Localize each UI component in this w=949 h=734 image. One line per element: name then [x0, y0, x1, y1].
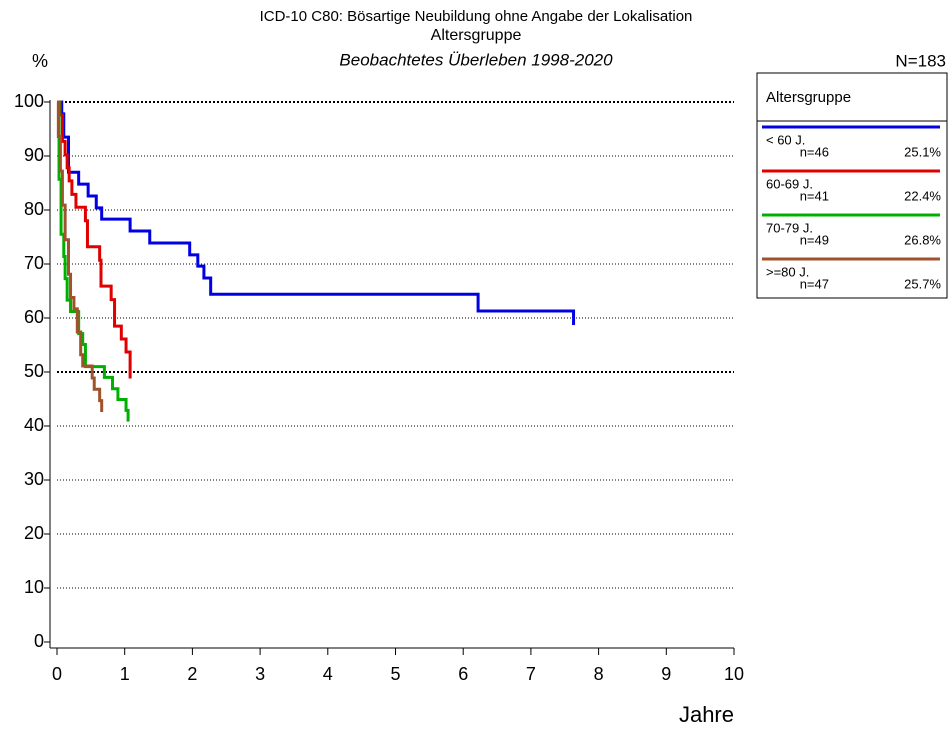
- survival-curve: [57, 100, 576, 326]
- x-tick-label: 4: [323, 664, 333, 684]
- legend-share: 26.8%: [904, 232, 941, 247]
- y-axis-label: %: [32, 51, 48, 71]
- x-tick-label: 1: [120, 664, 130, 684]
- legend-label: < 60 J.: [766, 132, 805, 147]
- survival-curve: [57, 100, 132, 379]
- y-tick-label: 0: [34, 631, 44, 651]
- x-tick-label: 5: [390, 664, 400, 684]
- legend-share: 25.1%: [904, 144, 941, 159]
- legend-count: n=49: [800, 232, 829, 247]
- chart-subtitle: Beobachtetes Überleben 1998-2020: [339, 50, 613, 69]
- y-tick-label: 100: [14, 91, 44, 111]
- x-tick-label: 2: [187, 664, 197, 684]
- x-tick-label: 8: [594, 664, 604, 684]
- y-tick-label: 10: [24, 577, 44, 597]
- x-tick-label: 0: [52, 664, 62, 684]
- y-tick-label: 80: [24, 199, 44, 219]
- y-tick-label: 60: [24, 307, 44, 327]
- legend-title: Altersgruppe: [766, 89, 851, 106]
- y-tick-label: 20: [24, 523, 44, 543]
- x-tick-label: 3: [255, 664, 265, 684]
- total-count: N=183: [895, 51, 946, 70]
- y-tick-label: 50: [24, 361, 44, 381]
- y-tick-label: 90: [24, 145, 44, 165]
- survival-curve: [57, 100, 130, 422]
- legend-label: >=80 J.: [766, 264, 809, 279]
- x-tick-label: 7: [526, 664, 536, 684]
- x-tick-label: 9: [661, 664, 671, 684]
- y-tick-label: 30: [24, 469, 44, 489]
- legend-count: n=46: [800, 144, 829, 159]
- x-tick-label: 6: [458, 664, 468, 684]
- y-tick-label: 70: [24, 253, 44, 273]
- survival-curve: [56, 100, 104, 412]
- legend-label: 60-69 J.: [766, 176, 813, 191]
- x-axis-label: Jahre: [679, 702, 734, 727]
- chart-subtitle: Altersgruppe: [431, 27, 522, 44]
- legend-label: 70-79 J.: [766, 220, 813, 235]
- legend-box: [756, 72, 948, 299]
- x-tick-label: 10: [724, 664, 744, 684]
- y-tick-label: 40: [24, 415, 44, 435]
- chart-title: ICD-10 C80: Bösartige Neubildung ohne An…: [260, 8, 693, 25]
- legend-share: 25.7%: [904, 276, 941, 291]
- legend-count: n=41: [800, 188, 829, 203]
- legend-share: 22.4%: [904, 188, 941, 203]
- legend-count: n=47: [800, 276, 829, 291]
